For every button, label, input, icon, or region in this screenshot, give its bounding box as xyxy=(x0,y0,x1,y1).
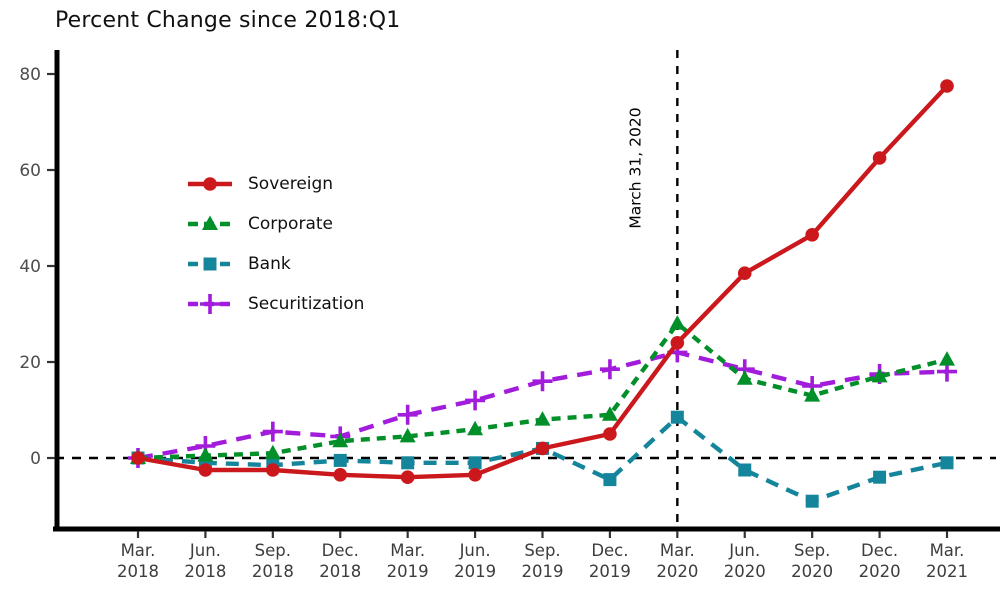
series-marker-sovereign xyxy=(400,470,415,485)
series-marker-sovereign xyxy=(131,451,145,465)
series-marker-sovereign xyxy=(670,336,685,350)
series-marker-sovereign xyxy=(198,463,213,477)
legend-marker-circle-icon xyxy=(188,177,232,191)
legend-label: Securitization xyxy=(248,294,365,314)
chart-title: Percent Change since 2018:Q1 xyxy=(55,8,401,33)
series-marker-corporate xyxy=(736,370,753,385)
x-tick-label: Mar. 2020 xyxy=(656,541,698,581)
x-tick-label: Dec. 2018 xyxy=(319,541,361,581)
x-tick-label: Sep. 2020 xyxy=(791,541,833,581)
x-tick-label: Dec. 2019 xyxy=(589,541,631,581)
series-marker-corporate xyxy=(804,387,821,402)
legend-marker-square-icon xyxy=(188,257,232,271)
series-marker-sovereign xyxy=(266,463,280,477)
series-marker-sovereign xyxy=(535,441,550,456)
series-marker-corporate xyxy=(939,351,955,366)
series-marker-sovereign xyxy=(333,468,348,482)
x-tick-label: Jun. 2019 xyxy=(454,541,496,581)
series-marker-bank xyxy=(805,494,819,508)
legend-item-securitization: Securitization xyxy=(186,290,364,318)
legend-marker-sample xyxy=(200,294,220,314)
series-marker-securitization xyxy=(262,421,283,442)
legend-marker-sample xyxy=(203,177,217,191)
x-tick-label: Sep. 2019 xyxy=(522,541,564,581)
y-tick-label: 0 xyxy=(30,449,41,469)
series-marker-sovereign xyxy=(603,427,617,441)
series-marker-corporate xyxy=(264,444,281,460)
series-marker-securitization xyxy=(599,359,620,380)
y-tick-label: 40 xyxy=(19,257,41,277)
legend-label: Sovereign xyxy=(248,174,334,194)
x-tick-label: Jun. 2018 xyxy=(184,541,226,581)
x-tick-label: Mar. 2019 xyxy=(387,541,429,581)
series-marker-bank xyxy=(670,410,684,424)
series-marker-securitization xyxy=(397,404,418,425)
series-marker-bank xyxy=(738,463,752,477)
legend-marker-triangle-icon xyxy=(188,215,232,230)
series-marker-bank xyxy=(333,453,347,467)
series-marker-corporate xyxy=(399,427,416,443)
legend-label: Bank xyxy=(248,254,291,274)
legend-marker-sample xyxy=(203,257,217,271)
series-marker-bank xyxy=(940,456,954,470)
series-marker-corporate xyxy=(669,315,686,330)
y-tick-label: 60 xyxy=(19,161,41,181)
y-tick-label: 80 xyxy=(19,65,41,85)
legend-marker-sample xyxy=(202,215,218,230)
series-marker-sovereign xyxy=(737,266,752,281)
series-marker-securitization xyxy=(532,371,553,392)
series-marker-corporate xyxy=(197,447,214,462)
series-marker-bank xyxy=(401,456,415,470)
series-marker-securitization xyxy=(465,390,486,411)
legend-item-sovereign: Sovereign xyxy=(186,170,364,198)
series-marker-sovereign xyxy=(805,228,819,242)
legend-marker-plus-icon xyxy=(188,294,232,314)
x-tick-label: Dec. 2020 xyxy=(859,541,901,581)
series-line-bank xyxy=(137,415,948,504)
legend-item-bank: Bank xyxy=(186,250,364,278)
series-marker-corporate xyxy=(871,367,888,383)
x-tick-label: Jun. 2020 xyxy=(724,541,766,581)
series-marker-corporate xyxy=(467,420,484,436)
series-marker-bank xyxy=(468,456,482,470)
series-marker-bank xyxy=(873,470,887,484)
x-tick-label: Sep. 2018 xyxy=(252,541,294,581)
y-tick-label: 20 xyxy=(19,353,41,373)
series-marker-sovereign xyxy=(940,79,954,93)
legend: Sovereign Corporate Bank Securitization xyxy=(186,170,364,330)
legend-item-corporate: Corporate xyxy=(186,210,364,238)
series-marker-corporate xyxy=(534,411,551,426)
series-marker-sovereign xyxy=(872,151,887,165)
x-tick-label: Mar. 2021 xyxy=(926,541,968,581)
series-marker-sovereign xyxy=(468,468,482,482)
legend-label: Corporate xyxy=(248,214,333,234)
x-tick-label: Mar. 2018 xyxy=(117,541,159,581)
event-annotation-label: March 31, 2020 xyxy=(626,107,644,228)
series-marker-corporate xyxy=(601,406,618,421)
series-marker-bank xyxy=(603,473,617,487)
series-marker-corporate xyxy=(332,432,349,448)
